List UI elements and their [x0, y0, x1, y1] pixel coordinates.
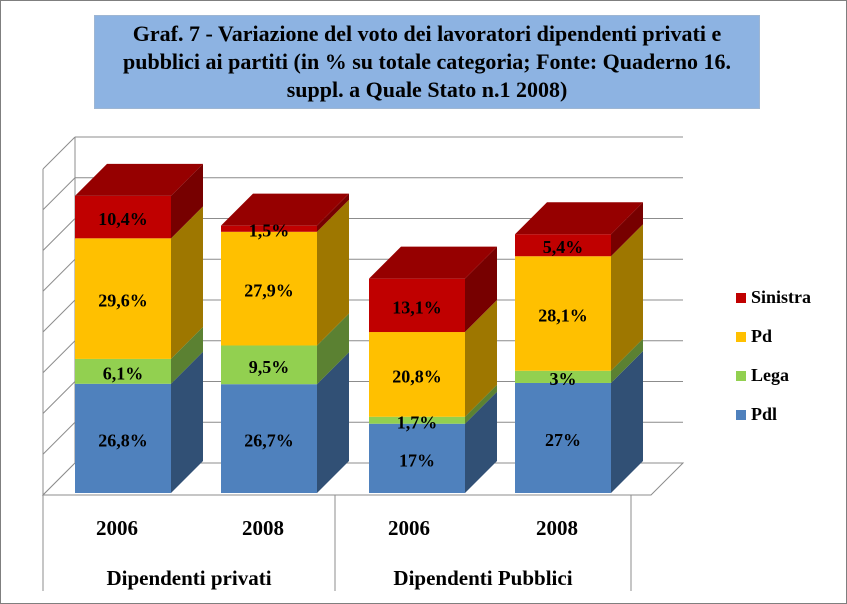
- data-label: 9,5%: [249, 357, 290, 377]
- data-label: 29,6%: [98, 291, 148, 311]
- bar-segment-sinistra: [515, 234, 611, 257]
- chart-title-box: Graf. 7 - Variazione del voto dei lavora…: [94, 15, 760, 109]
- bar-segment-sinistra: [369, 278, 465, 333]
- data-label: 20,8%: [392, 366, 442, 386]
- bar-segment-pdl: [75, 383, 171, 493]
- data-label: 13,1%: [392, 297, 442, 317]
- bar-segment-pd: [369, 332, 465, 417]
- legend-label-sinistra: Sinistra: [751, 287, 812, 307]
- legend-swatch-pd: [736, 332, 746, 342]
- bar-segment-pdl: [369, 423, 465, 493]
- gridline-side: [42, 177, 76, 211]
- legend-label-pdl: Pdl: [751, 404, 778, 424]
- gridline-side: [42, 340, 76, 374]
- bar-side-pdl: [317, 352, 349, 493]
- group-label: Dipendenti Pubblici: [393, 566, 572, 590]
- data-label: 17%: [399, 450, 435, 470]
- bar-side-sinistra: [465, 246, 497, 333]
- bar-top: [75, 163, 203, 196]
- data-label: 1,7%: [397, 412, 438, 432]
- bar-side-pd: [171, 206, 203, 359]
- bar-side-sinistra: [611, 202, 643, 257]
- tick-label: 2006: [96, 516, 138, 540]
- bar-side-pd: [317, 199, 349, 346]
- gridline-side: [42, 258, 76, 292]
- bar-top: [369, 246, 497, 279]
- tick-label: 2006: [388, 516, 430, 540]
- tick-label: 2008: [536, 516, 578, 540]
- data-label: 1,5%: [249, 221, 290, 241]
- bar-segment-pd: [515, 256, 611, 371]
- legend-label-pd: Pd: [751, 326, 773, 346]
- data-label: 27,9%: [244, 281, 294, 301]
- bar-segment-lega: [369, 416, 465, 424]
- tick-label: 2008: [242, 516, 284, 540]
- legend-label-lega: Lega: [751, 365, 789, 385]
- data-label: 3%: [550, 369, 577, 389]
- data-label: 27%: [545, 430, 581, 450]
- gridline-side: [42, 381, 76, 414]
- legend-swatch-lega: [736, 371, 746, 381]
- legend-swatch-sinistra: [736, 293, 746, 303]
- bar-top: [515, 202, 643, 235]
- data-label: 10,4%: [98, 209, 148, 229]
- gridline-side: [42, 421, 76, 455]
- bar-side-lega: [171, 326, 203, 384]
- gridline-side: [42, 136, 76, 170]
- chart-title: Graf. 7 - Variazione del voto dei lavora…: [122, 21, 732, 102]
- bar-segment-pdl: [515, 382, 611, 493]
- bar-side-sinistra: [171, 163, 203, 239]
- data-label: 26,8%: [98, 430, 148, 450]
- bar-segment-lega: [221, 345, 317, 385]
- bar-side-lega: [317, 313, 349, 385]
- bar-segment-lega: [75, 358, 171, 384]
- gridline-side: [42, 218, 76, 251]
- bar-segment-sinistra: [75, 195, 171, 239]
- bar-side-lega: [611, 338, 643, 383]
- bar-side-pdl: [611, 350, 643, 493]
- bar-segment-pd: [221, 231, 317, 346]
- bar-side-pd: [465, 300, 497, 417]
- bar-side-pd: [611, 224, 643, 371]
- data-label: 28,1%: [538, 305, 588, 325]
- bar-segment-sinistra: [221, 225, 317, 232]
- data-label: 6,1%: [103, 363, 144, 383]
- bar-top: [221, 193, 349, 226]
- bar-side-sinistra: [317, 193, 349, 232]
- data-label: 5,4%: [543, 237, 584, 257]
- bar-segment-pd: [75, 238, 171, 359]
- bar-segment-lega: [515, 370, 611, 383]
- bar-segment-pdl: [221, 384, 317, 493]
- bar-side-pdl: [465, 391, 497, 493]
- gridline-side: [42, 299, 76, 333]
- data-label: 26,7%: [244, 431, 294, 451]
- legend-swatch-pdl: [736, 410, 746, 420]
- bar-side-pdl: [171, 351, 203, 493]
- bar-side-lega: [465, 384, 497, 424]
- group-label: Dipendenti privati: [106, 566, 271, 590]
